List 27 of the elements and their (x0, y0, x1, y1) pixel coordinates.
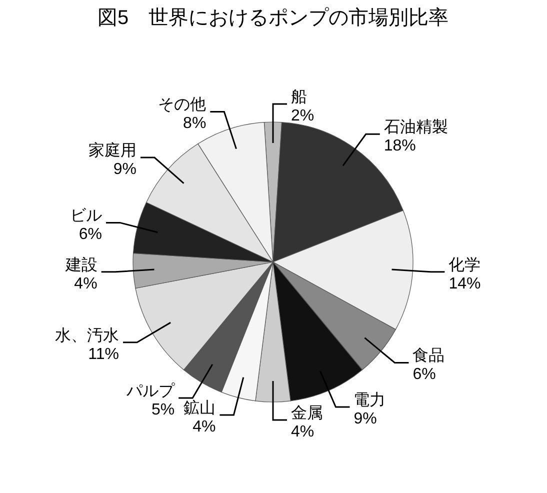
slice-label: 船 (291, 89, 307, 106)
data-label: 11% (88, 346, 120, 363)
chart-title: 図5 世界におけるポンプの市場別比率 (97, 7, 449, 29)
data-label: 6% (78, 226, 102, 244)
slice-label: 鉱山 (184, 399, 216, 418)
slice-label: パルプ (126, 382, 176, 400)
slice-label: 化学 (448, 256, 481, 274)
slice-label: 水、汚水 (55, 326, 120, 344)
slice-label: 食品 (412, 346, 445, 365)
data-label: 18% (384, 138, 416, 155)
data-label: 4% (192, 418, 216, 436)
data-label: 5% (151, 401, 175, 418)
data-label: 8% (183, 115, 206, 132)
data-label: 6% (412, 366, 436, 384)
data-label: 2% (291, 107, 314, 124)
slice-label: その他 (158, 96, 206, 114)
slice-label: 家庭用 (88, 142, 136, 160)
data-label: 4% (74, 275, 98, 292)
data-label: 4% (291, 423, 314, 440)
slice-label: 電力 (354, 391, 386, 410)
slice-label: 石油精製 (384, 118, 448, 136)
slice-label: 金属 (291, 405, 323, 422)
data-label: 14% (448, 275, 481, 292)
data-label: 9% (113, 160, 136, 178)
slice-label: ビル (70, 208, 102, 225)
slice-label: 建設 (64, 256, 98, 274)
data-label: 9% (354, 410, 377, 428)
